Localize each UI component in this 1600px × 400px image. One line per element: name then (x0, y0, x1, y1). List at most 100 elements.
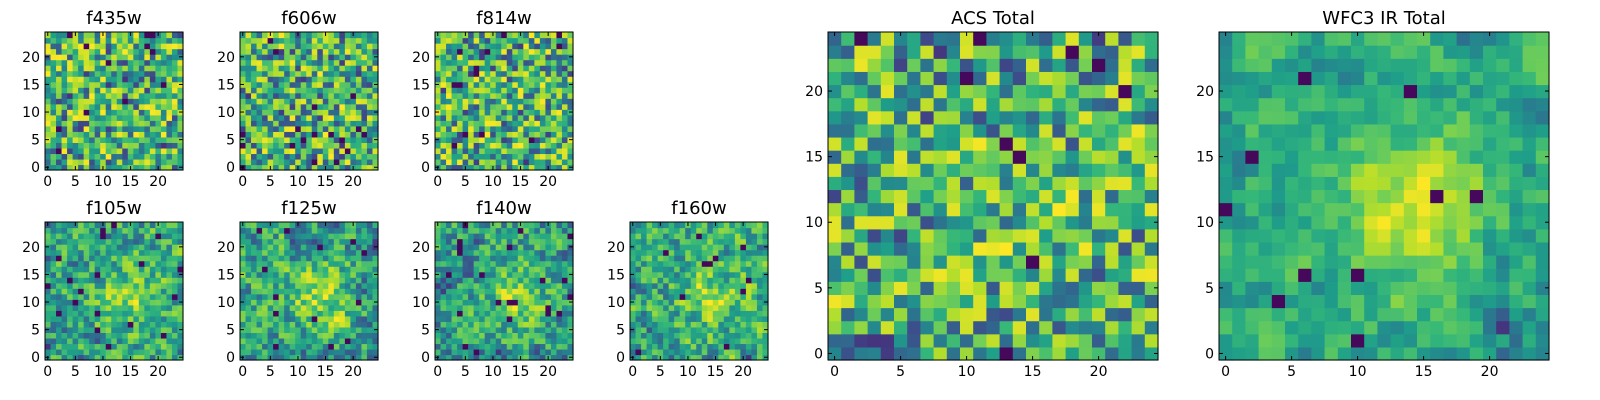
heatmap-cell (468, 43, 475, 50)
heatmap-cell (451, 271, 458, 278)
heatmap-cell (111, 43, 118, 50)
heatmap-cell (267, 136, 274, 143)
heatmap-cell (523, 98, 530, 105)
heatmap-cell (986, 202, 1001, 217)
heatmap-cell (361, 32, 368, 39)
heatmap-cell (630, 310, 637, 317)
heatmap-cell (567, 147, 574, 155)
heatmap-cell (278, 315, 285, 322)
heatmap-cell (986, 150, 1001, 164)
heatmap-cell (523, 125, 530, 132)
heatmap-cell (322, 76, 329, 83)
heatmap-cell (300, 348, 307, 356)
heatmap-cell (116, 70, 123, 77)
heatmap-cell (685, 343, 692, 350)
heatmap-cell (100, 249, 107, 256)
heatmap-cell (122, 255, 129, 262)
heatmap-cell (473, 153, 480, 160)
heatmap-cell (78, 343, 85, 350)
heatmap-cell (273, 354, 280, 361)
heatmap-cell (674, 310, 681, 317)
heatmap-cell (116, 315, 123, 322)
heatmap-cell (1092, 294, 1106, 309)
heatmap-cell (1092, 333, 1106, 348)
heatmap-cell (1065, 255, 1080, 269)
y-tick-label: 0 (226, 160, 235, 176)
heatmap-cell (372, 32, 379, 39)
heatmap-cell (289, 227, 296, 234)
heatmap-cell (289, 271, 296, 278)
heatmap-cell (339, 277, 346, 284)
heatmap-cell (473, 125, 480, 132)
heatmap-cell (468, 293, 475, 300)
heatmap-cell (78, 233, 85, 240)
heatmap-cell (111, 76, 118, 83)
heatmap-cell (484, 260, 491, 267)
heatmap-cell (300, 153, 307, 160)
heatmap-cell (339, 332, 346, 339)
heatmap-cell (138, 233, 145, 240)
heatmap-cell (50, 348, 57, 356)
heatmap-cell (245, 125, 252, 132)
heatmap-cell (262, 43, 269, 50)
heatmap-cell (149, 114, 156, 121)
heatmap-cell (506, 147, 513, 155)
heatmap-cell (372, 70, 379, 77)
heatmap-cell (344, 103, 351, 110)
heatmap-cell (462, 227, 469, 234)
heatmap-cell (262, 293, 269, 300)
heatmap-cell (177, 315, 184, 322)
heatmap-cell (344, 343, 351, 350)
heatmap-cell (144, 164, 151, 171)
heatmap-cell (116, 288, 123, 295)
heatmap-cell (171, 354, 179, 361)
heatmap-cell (361, 54, 368, 61)
heatmap-cell (171, 87, 179, 94)
heatmap-cell (72, 125, 79, 132)
heatmap-cell (138, 282, 145, 289)
heatmap-cell (78, 249, 85, 256)
heatmap-cell (267, 310, 274, 317)
heatmap-cell (295, 92, 302, 99)
heatmap-cell (45, 142, 52, 149)
heatmap-cell (550, 76, 558, 83)
heatmap-cell (729, 244, 736, 251)
heatmap-cell (473, 233, 480, 240)
heatmap-cell (144, 222, 151, 229)
heatmap-cell (479, 98, 486, 105)
heatmap-cell (435, 87, 442, 94)
heatmap-cell (854, 281, 869, 295)
heatmap-cell (278, 32, 285, 39)
heatmap-cell (484, 164, 491, 171)
heatmap-cell (355, 238, 363, 245)
heatmap-cell (762, 260, 769, 267)
heatmap-cell (127, 348, 134, 356)
heatmap-cell (89, 293, 96, 300)
heatmap-cell (306, 76, 313, 83)
heatmap-cell (545, 315, 552, 322)
heatmap-cell (122, 32, 129, 39)
heatmap-cell (652, 277, 659, 284)
heatmap-cell (567, 87, 574, 94)
heatmap-cell (723, 310, 730, 317)
heatmap-cell (550, 260, 558, 267)
heatmap-cell (116, 37, 123, 44)
heatmap-cell (273, 222, 280, 229)
heatmap-cell (745, 271, 753, 278)
heatmap-cell (251, 310, 258, 317)
heatmap-cell (506, 114, 513, 121)
heatmap-cell (273, 304, 280, 311)
heatmap-cell (729, 354, 736, 361)
heatmap-cell (245, 59, 252, 66)
heatmap-cell (333, 260, 340, 267)
heatmap-cell (635, 282, 642, 289)
heatmap-cell (94, 136, 101, 143)
heatmap-cell (506, 310, 513, 317)
heatmap-cell (306, 164, 313, 171)
heatmap-cell (517, 142, 524, 149)
heatmap-cell (512, 233, 519, 240)
heatmap-cell (567, 255, 574, 262)
heatmap-cell (457, 142, 464, 149)
heatmap-cell (300, 37, 307, 44)
